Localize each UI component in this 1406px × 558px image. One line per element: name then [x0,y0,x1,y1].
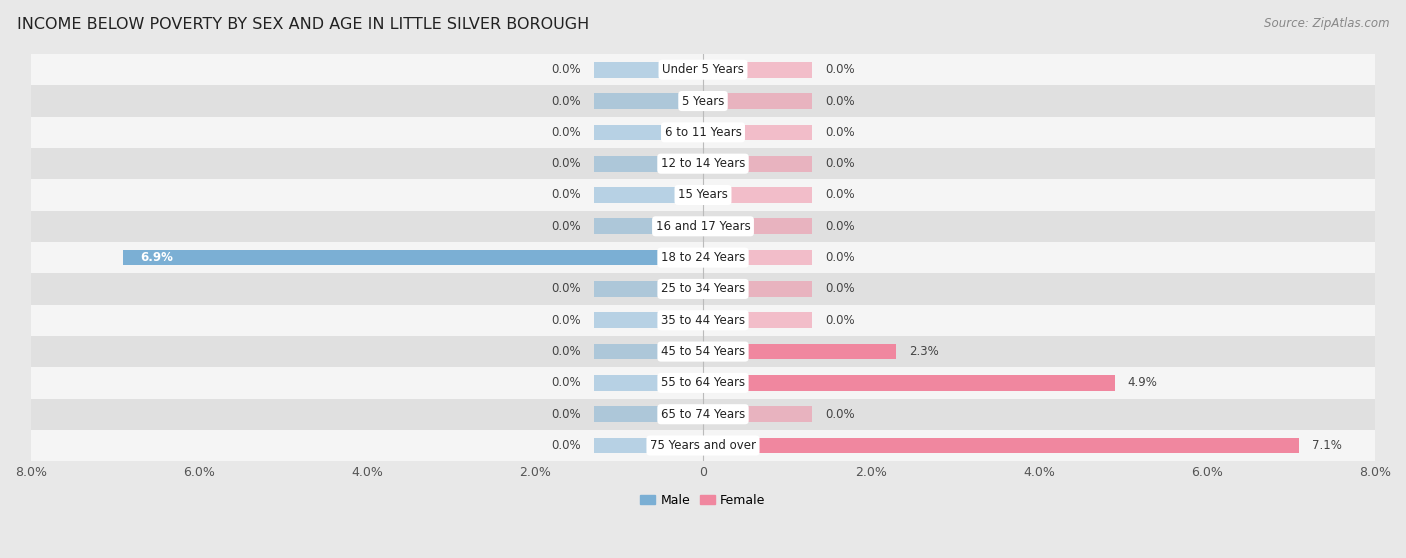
Text: 12 to 14 Years: 12 to 14 Years [661,157,745,170]
Text: 45 to 54 Years: 45 to 54 Years [661,345,745,358]
Text: Under 5 Years: Under 5 Years [662,63,744,76]
Text: 0.0%: 0.0% [825,282,855,295]
Text: 0.0%: 0.0% [551,439,581,452]
Text: 0.0%: 0.0% [825,314,855,327]
Text: 6.9%: 6.9% [141,251,173,264]
Bar [593,281,703,297]
Text: 6 to 11 Years: 6 to 11 Years [665,126,741,139]
Bar [703,156,813,171]
Bar [703,62,813,78]
Text: 35 to 44 Years: 35 to 44 Years [661,314,745,327]
Text: 0.0%: 0.0% [825,189,855,201]
Text: 0.0%: 0.0% [825,94,855,108]
Text: 0.0%: 0.0% [551,63,581,76]
Text: 0.0%: 0.0% [825,126,855,139]
Text: 55 to 64 Years: 55 to 64 Years [661,377,745,389]
Bar [31,148,1375,179]
Text: 0.0%: 0.0% [551,157,581,170]
Text: 0.0%: 0.0% [551,408,581,421]
Bar [31,179,1375,211]
Text: 0.0%: 0.0% [825,63,855,76]
Bar [593,375,703,391]
Text: Source: ZipAtlas.com: Source: ZipAtlas.com [1264,17,1389,30]
Bar [593,124,703,140]
Bar [593,187,703,203]
Text: 0.0%: 0.0% [551,377,581,389]
Text: 15 Years: 15 Years [678,189,728,201]
Bar [703,375,1115,391]
Text: 0.0%: 0.0% [825,220,855,233]
Text: 0.0%: 0.0% [551,314,581,327]
Bar [31,430,1375,461]
Text: 18 to 24 Years: 18 to 24 Years [661,251,745,264]
Bar [703,124,813,140]
Bar [703,93,813,109]
Legend: Male, Female: Male, Female [636,489,770,512]
Bar [124,250,703,266]
Text: 5 Years: 5 Years [682,94,724,108]
Bar [703,437,1299,453]
Text: 75 Years and over: 75 Years and over [650,439,756,452]
Text: INCOME BELOW POVERTY BY SEX AND AGE IN LITTLE SILVER BOROUGH: INCOME BELOW POVERTY BY SEX AND AGE IN L… [17,17,589,32]
Text: 0.0%: 0.0% [825,157,855,170]
Bar [703,344,896,359]
Text: 25 to 34 Years: 25 to 34 Years [661,282,745,295]
Bar [31,85,1375,117]
Bar [703,312,813,328]
Bar [31,367,1375,398]
Text: 4.9%: 4.9% [1128,377,1157,389]
Text: 0.0%: 0.0% [551,94,581,108]
Bar [593,344,703,359]
Bar [31,242,1375,273]
Text: 0.0%: 0.0% [551,189,581,201]
Bar [703,281,813,297]
Bar [31,336,1375,367]
Bar [703,219,813,234]
Text: 16 and 17 Years: 16 and 17 Years [655,220,751,233]
Bar [593,312,703,328]
Text: 0.0%: 0.0% [825,408,855,421]
Text: 0.0%: 0.0% [551,282,581,295]
Bar [31,211,1375,242]
Text: 7.1%: 7.1% [1312,439,1341,452]
Bar [593,156,703,171]
Bar [593,437,703,453]
Bar [31,398,1375,430]
Bar [593,93,703,109]
Bar [31,54,1375,85]
Text: 65 to 74 Years: 65 to 74 Years [661,408,745,421]
Bar [31,305,1375,336]
Text: 0.0%: 0.0% [551,126,581,139]
Bar [593,219,703,234]
Bar [593,406,703,422]
Text: 0.0%: 0.0% [551,220,581,233]
Bar [703,250,813,266]
Bar [31,117,1375,148]
Bar [703,187,813,203]
Text: 0.0%: 0.0% [825,251,855,264]
Text: 0.0%: 0.0% [551,345,581,358]
Text: 2.3%: 2.3% [908,345,939,358]
Bar [31,273,1375,305]
Bar [593,62,703,78]
Bar [703,406,813,422]
